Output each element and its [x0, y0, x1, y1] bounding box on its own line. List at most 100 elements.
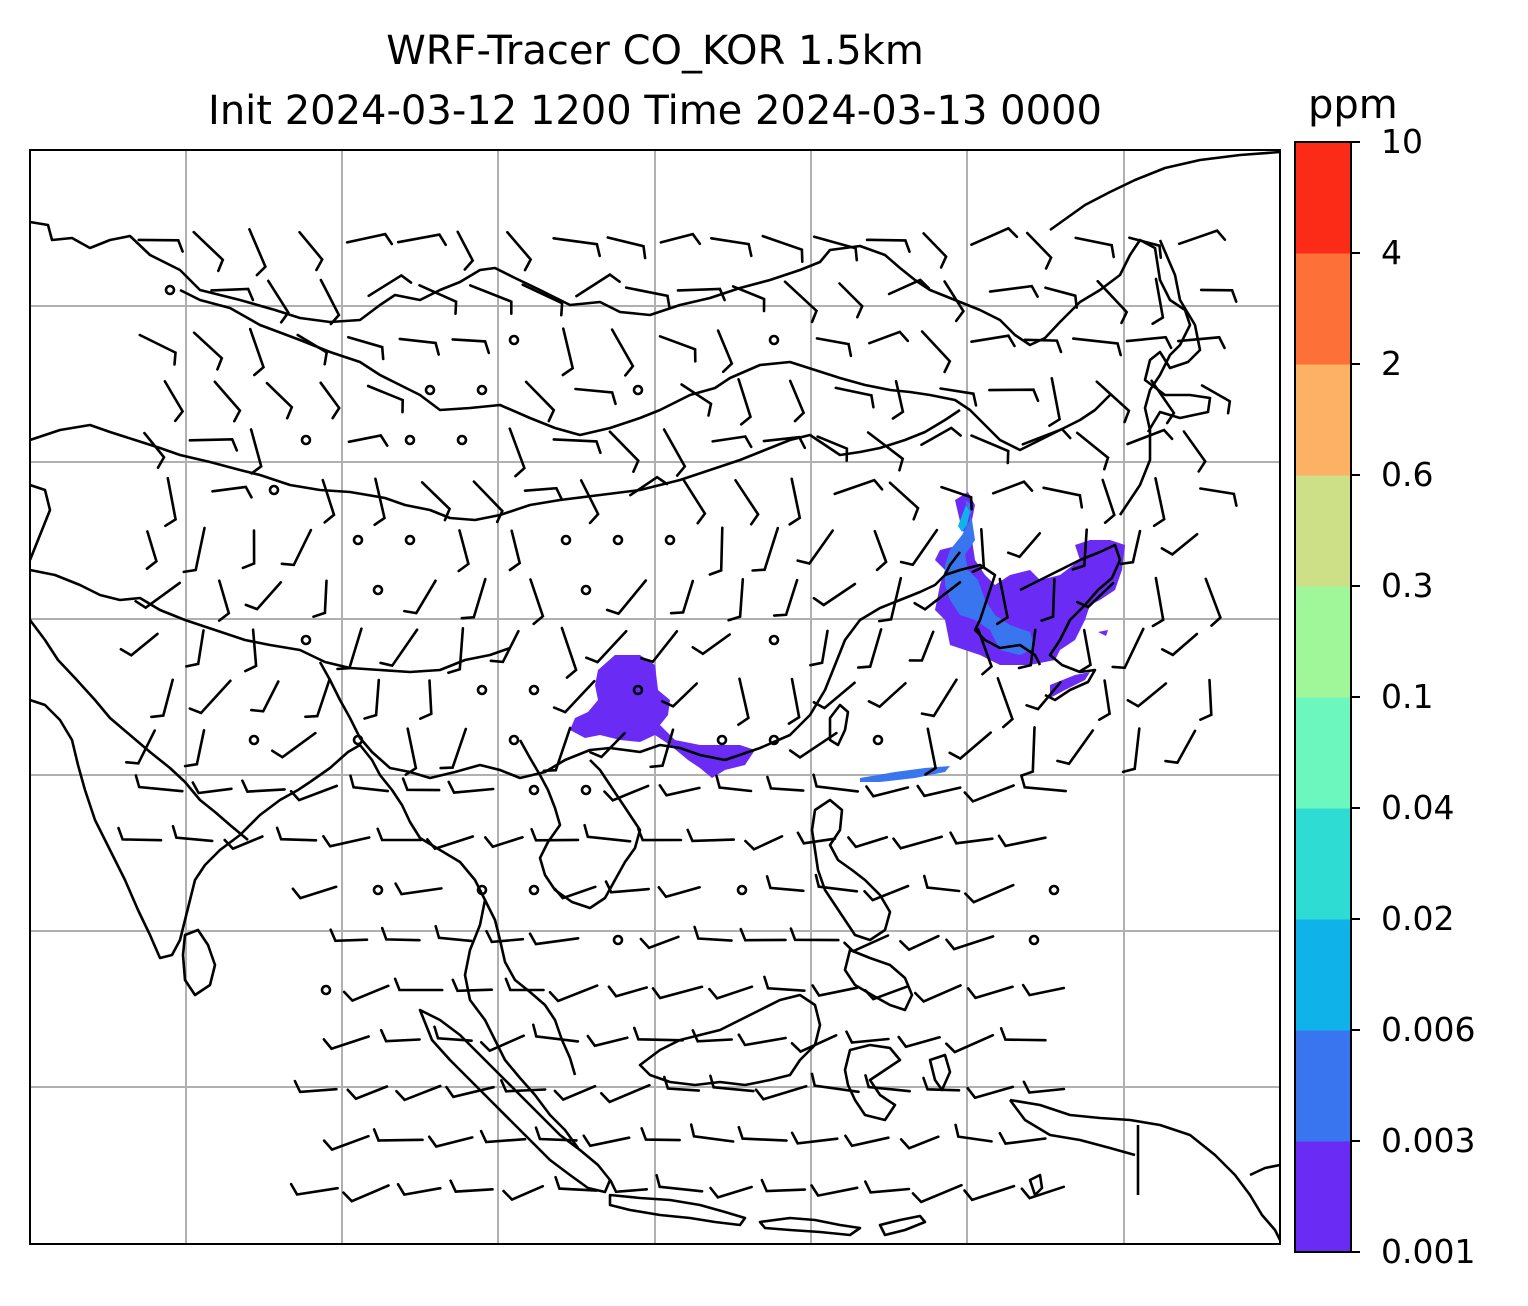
- coast-indochina: [518, 739, 642, 910]
- wind-barb: [788, 379, 806, 423]
- wind-barb: [624, 286, 671, 309]
- wind-barb: [833, 478, 884, 496]
- wind-barb: [913, 984, 962, 1004]
- wind-barb: [1160, 532, 1199, 556]
- wind-barb: [686, 828, 736, 843]
- wind-barb: [662, 428, 687, 477]
- wind-calm-marker: [528, 884, 540, 896]
- colorbar-tick-label: 2: [1381, 344, 1402, 383]
- wind-barb: [469, 284, 513, 315]
- wind-calm-marker: [404, 434, 416, 446]
- wind-barb: [342, 984, 390, 1003]
- wind-barb: [945, 1033, 995, 1054]
- wind-barb: [322, 835, 371, 848]
- wind-barb: [790, 1034, 838, 1054]
- wind-barb: [427, 1135, 474, 1148]
- colorbar-tick-label: 0.6: [1381, 455, 1434, 494]
- wind-barb: [607, 985, 648, 998]
- wind-barb: [689, 1123, 735, 1143]
- wind-barb: [506, 230, 533, 272]
- wind-barb: [760, 1178, 807, 1193]
- wind-barb: [1095, 380, 1131, 424]
- wind-barb: [296, 333, 329, 366]
- coast-east-islands: [1028, 1173, 1044, 1197]
- colorbar-tick-label: 0.003: [1381, 1121, 1476, 1160]
- wind-barb: [532, 1023, 580, 1043]
- coast-kamchatka: [1143, 239, 1212, 433]
- wind-barb: [744, 835, 784, 851]
- wind-barb: [404, 727, 418, 776]
- wind-barb: [796, 831, 837, 845]
- wind-barb: [1023, 338, 1063, 354]
- wind-barb: [669, 579, 695, 615]
- wind-barb: [484, 836, 524, 849]
- wind-barb: [633, 1026, 684, 1042]
- plume-china-south: [570, 655, 755, 778]
- wind-barb: [304, 678, 331, 719]
- wind-barb: [761, 234, 804, 263]
- wind-barb: [447, 780, 495, 794]
- wind-barb: [788, 477, 802, 526]
- wind-barb: [521, 283, 564, 317]
- colorbar-tick-label: 0.001: [1381, 1232, 1476, 1271]
- wind-barb: [445, 1085, 495, 1099]
- wind-barb: [376, 827, 423, 842]
- wind-barb: [640, 630, 679, 664]
- wind-barb: [298, 230, 324, 272]
- wind-barb: [451, 338, 491, 355]
- wind-calm-marker: [612, 934, 624, 946]
- wind-barb: [922, 232, 948, 269]
- wind-barb: [504, 977, 545, 992]
- colorbar-segment-9: [1295, 142, 1351, 254]
- wind-barb: [1125, 335, 1173, 350]
- wind-barb: [1044, 286, 1078, 309]
- wind-barb: [892, 835, 943, 850]
- plume-korea-core: [945, 500, 1035, 655]
- wind-barb: [856, 628, 883, 669]
- wind-barb: [970, 226, 1019, 246]
- wind-barb: [604, 880, 650, 894]
- wind-barb: [811, 984, 859, 997]
- wind-barb: [899, 934, 940, 952]
- wind-barb: [379, 1028, 421, 1043]
- wind-calm-marker: [768, 334, 780, 346]
- wind-barb: [940, 485, 973, 511]
- wind-barb: [693, 925, 733, 942]
- wind-barb: [1199, 288, 1238, 303]
- wind-barb: [920, 426, 962, 447]
- colorbar-segment-4: [1295, 697, 1351, 809]
- wind-barb: [1111, 627, 1145, 670]
- wind-barb: [528, 932, 580, 946]
- wind-barb: [663, 1075, 701, 1092]
- wind-barb: [366, 384, 405, 414]
- wind-barb: [529, 578, 545, 626]
- wind-barb: [863, 884, 910, 902]
- wind-barb: [586, 1034, 629, 1048]
- coast-malay: [483, 899, 577, 1076]
- wind-barb: [1160, 632, 1199, 657]
- coast-philippines: [810, 798, 892, 942]
- wind-barb: [138, 333, 177, 366]
- wind-barb: [639, 935, 680, 950]
- wind-barb: [963, 784, 1015, 803]
- wind-barb: [810, 1184, 859, 1198]
- coast-taiwan: [828, 703, 850, 747]
- wind-barb: [763, 975, 806, 992]
- wind-barb: [548, 984, 599, 1003]
- wind-barb: [682, 479, 707, 525]
- wind-barb: [426, 835, 475, 851]
- wind-calm-marker: [872, 734, 884, 746]
- wind-barb: [864, 1180, 911, 1194]
- wind-barb: [963, 1184, 1016, 1202]
- wind-barb: [241, 779, 286, 793]
- wind-barb: [502, 1184, 545, 1202]
- wind-barb: [999, 1027, 1047, 1042]
- wind-barb: [398, 337, 440, 356]
- wind-barb: [134, 581, 181, 610]
- colorbar-tick-label: 0.02: [1381, 899, 1455, 938]
- wind-barb: [345, 232, 394, 246]
- wind-calm-marker: [768, 634, 780, 646]
- wind-barb: [864, 985, 910, 1001]
- wind-barb: [964, 883, 1015, 904]
